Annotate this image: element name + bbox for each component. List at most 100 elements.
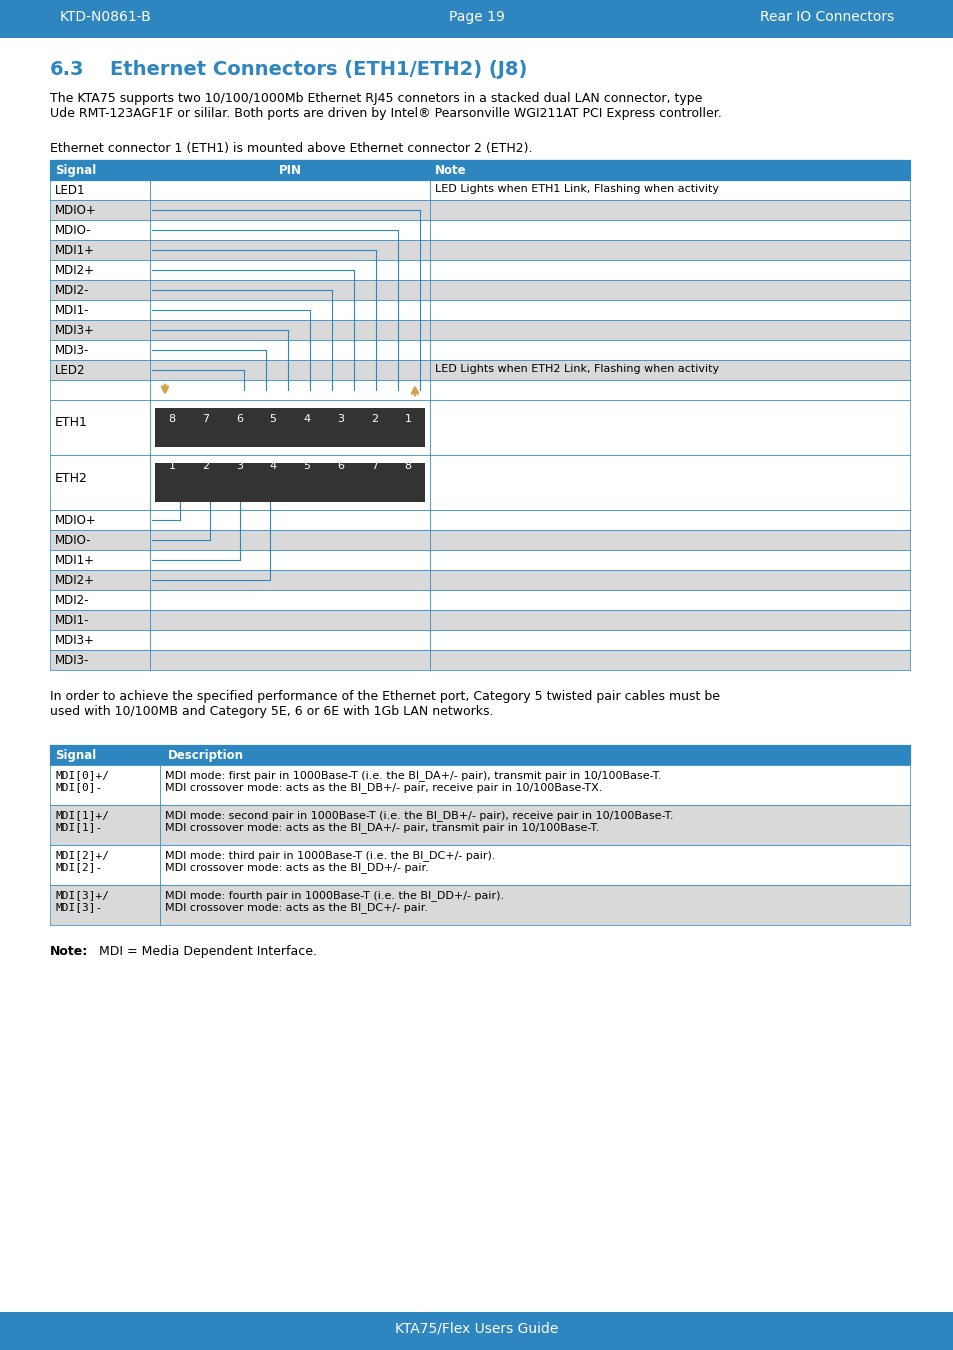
Text: 6.3: 6.3 (50, 59, 85, 80)
Bar (160, 845, 909, 886)
Text: Note:: Note: (50, 945, 89, 958)
Bar (50, 630, 150, 649)
Text: MDI2+: MDI2+ (55, 265, 95, 277)
Text: 5: 5 (270, 414, 276, 424)
Text: MDI[0]+/
MDI[0]-: MDI[0]+/ MDI[0]- (55, 769, 109, 791)
Text: MDI3+: MDI3+ (55, 324, 94, 338)
Bar (50, 180, 150, 200)
Text: 8: 8 (404, 460, 412, 471)
Bar (50, 261, 150, 279)
Text: Ethernet Connectors (ETH1/ETH2) (J8): Ethernet Connectors (ETH1/ETH2) (J8) (110, 59, 527, 80)
Bar (160, 886, 909, 925)
Bar (430, 360, 909, 379)
Bar (50, 570, 150, 590)
Text: Description: Description (168, 749, 244, 761)
Text: 7: 7 (371, 460, 377, 471)
Text: 4: 4 (270, 460, 276, 471)
Text: LED Lights when ETH1 Link, Flashing when activity: LED Lights when ETH1 Link, Flashing when… (435, 184, 719, 194)
Text: MDI3-: MDI3- (55, 653, 90, 667)
Text: LED1: LED1 (55, 184, 86, 197)
Text: Signal: Signal (55, 163, 96, 177)
Text: MDI mode: fourth pair in 1000Base-T (i.e. the BI_DD+/- pair).
MDI crossover mode: MDI mode: fourth pair in 1000Base-T (i.e… (165, 890, 503, 914)
Bar (150, 320, 430, 340)
Bar (160, 805, 909, 845)
Text: 7: 7 (202, 414, 209, 424)
Bar (50, 805, 160, 845)
Text: 1: 1 (404, 414, 411, 424)
Text: MDI mode: second pair in 1000Base-T (i.e. the BI_DB+/- pair), receive pair in 10: MDI mode: second pair in 1000Base-T (i.e… (165, 810, 673, 833)
Bar (150, 570, 430, 590)
Text: 2: 2 (202, 460, 209, 471)
Text: MDI mode: third pair in 1000Base-T (i.e. the BI_DC+/- pair).
MDI crossover mode:: MDI mode: third pair in 1000Base-T (i.e.… (165, 850, 495, 873)
Bar (430, 300, 909, 320)
Bar (430, 340, 909, 360)
Bar (160, 745, 909, 765)
Text: MDI3+: MDI3+ (55, 634, 94, 647)
Bar (430, 320, 909, 340)
Text: MDI3-: MDI3- (55, 344, 90, 356)
Bar (150, 161, 430, 180)
Bar (150, 261, 430, 279)
Bar (430, 240, 909, 261)
Text: ETH2: ETH2 (55, 471, 88, 485)
Text: Page 19: Page 19 (449, 9, 504, 24)
Text: MDI1-: MDI1- (55, 304, 90, 317)
Text: MDI1+: MDI1+ (55, 244, 95, 256)
Text: MDI2+: MDI2+ (55, 574, 95, 587)
Bar (150, 379, 430, 400)
Bar (150, 300, 430, 320)
Bar (50, 590, 150, 610)
Bar (430, 610, 909, 630)
Text: Rear IO Connectors: Rear IO Connectors (759, 9, 893, 24)
Bar (430, 180, 909, 200)
Bar (50, 531, 150, 549)
Bar (50, 161, 150, 180)
Bar (50, 886, 160, 925)
Bar (50, 300, 150, 320)
Bar (430, 531, 909, 549)
Bar (150, 360, 430, 379)
Text: KTA75/Flex Users Guide: KTA75/Flex Users Guide (395, 1322, 558, 1336)
Bar (150, 649, 430, 670)
Bar (430, 161, 909, 180)
Bar (150, 279, 430, 300)
Text: 8: 8 (168, 414, 175, 424)
Bar (150, 180, 430, 200)
Text: 6: 6 (336, 460, 344, 471)
Bar (430, 261, 909, 279)
Bar (50, 200, 150, 220)
Text: 3: 3 (235, 460, 243, 471)
Bar (150, 610, 430, 630)
Bar (50, 745, 909, 765)
Bar (50, 161, 909, 180)
Text: In order to achieve the specified performance of the Ethernet port, Category 5 t: In order to achieve the specified perfor… (50, 690, 720, 718)
Bar (50, 610, 150, 630)
Bar (150, 455, 430, 510)
Bar (430, 510, 909, 531)
Text: MDI2-: MDI2- (55, 594, 90, 608)
Bar (430, 379, 909, 400)
Text: KTD-N0861-B: KTD-N0861-B (60, 9, 152, 24)
Bar (150, 590, 430, 610)
Text: 6: 6 (235, 414, 243, 424)
Bar (154, 408, 424, 447)
Bar (150, 340, 430, 360)
Bar (50, 400, 150, 455)
Text: 1: 1 (168, 460, 175, 471)
Text: MDIO+: MDIO+ (55, 514, 96, 526)
Text: 4: 4 (303, 414, 310, 424)
Text: 2: 2 (371, 414, 377, 424)
Text: MDIO-: MDIO- (55, 224, 91, 238)
Bar (50, 549, 150, 570)
Text: Signal: Signal (55, 749, 96, 761)
Bar (150, 400, 430, 455)
Bar (150, 549, 430, 570)
Bar (430, 220, 909, 240)
Bar (430, 279, 909, 300)
Text: 5: 5 (303, 460, 310, 471)
Bar (50, 455, 150, 510)
Text: MDIO+: MDIO+ (55, 204, 96, 217)
Bar (50, 360, 150, 379)
Bar (50, 379, 150, 400)
Bar (50, 510, 150, 531)
